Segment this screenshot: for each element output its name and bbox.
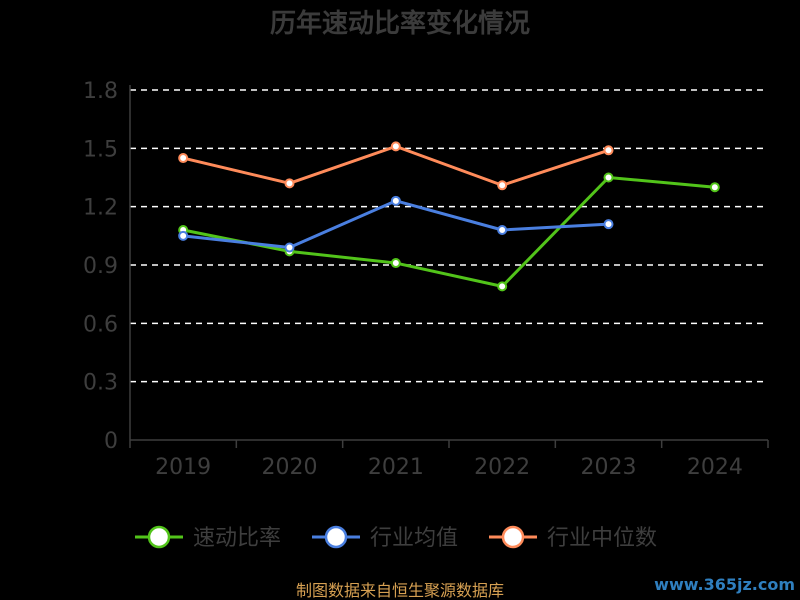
series-line-2 <box>182 144 609 187</box>
x-tick-label: 2023 <box>581 455 637 480</box>
footer-source: 制图数据来自恒生聚源数据库 <box>296 581 504 600</box>
data-point[interactable] <box>178 230 189 241</box>
x-tick-label: 2020 <box>262 455 318 480</box>
x-tick-label: 2021 <box>368 455 424 480</box>
legend-label[interactable]: 行业中位数 <box>547 526 657 551</box>
series-line-1 <box>183 199 609 249</box>
series-line-0 <box>182 176 715 288</box>
y-tick-label: 0.3 <box>83 371 118 396</box>
data-point[interactable] <box>284 242 295 253</box>
y-tick-label: 1.5 <box>83 137 118 162</box>
legend-label[interactable]: 速动比率 <box>193 526 281 551</box>
x-tick-label: 2019 <box>155 455 211 480</box>
x-tick-label: 2022 <box>474 455 530 480</box>
legend-marker[interactable] <box>324 525 348 549</box>
data-point[interactable] <box>178 153 189 164</box>
y-tick-label: 0.9 <box>83 254 118 279</box>
data-point[interactable] <box>390 141 401 152</box>
data-point[interactable] <box>390 195 401 206</box>
data-point[interactable] <box>603 172 614 183</box>
data-point[interactable] <box>284 178 295 189</box>
watermark: www.365jz.com <box>654 575 795 594</box>
data-point[interactable] <box>603 145 614 156</box>
data-point[interactable] <box>497 180 508 191</box>
y-tick-label: 0 <box>104 429 118 454</box>
chart-title: 历年速动比率变化情况 <box>270 8 530 39</box>
legend-marker[interactable] <box>147 525 171 549</box>
data-point[interactable] <box>497 281 508 292</box>
y-tick-label: 1.2 <box>83 196 118 221</box>
legend-marker[interactable] <box>501 525 525 549</box>
x-tick-label: 2024 <box>687 455 743 480</box>
y-tick-label: 1.8 <box>83 79 118 104</box>
data-point[interactable] <box>497 225 508 235</box>
data-point[interactable] <box>390 258 401 269</box>
legend-label[interactable]: 行业均值 <box>370 526 458 551</box>
data-point[interactable] <box>603 219 614 230</box>
y-tick-label: 0.6 <box>83 312 118 337</box>
data-point[interactable] <box>709 182 720 193</box>
